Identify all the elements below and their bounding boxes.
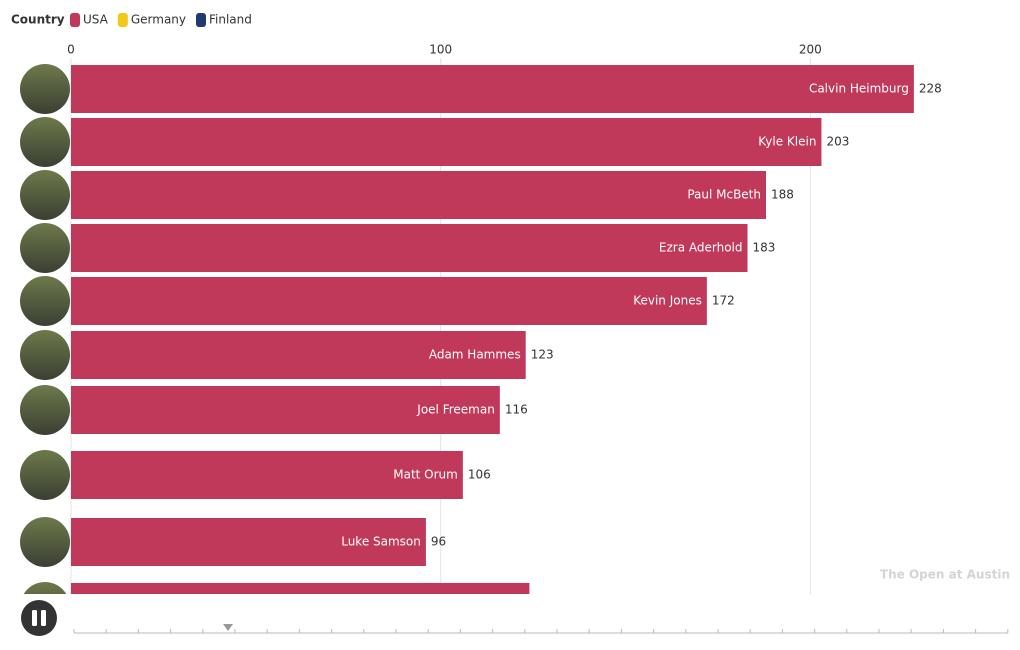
value-label: 228 (919, 82, 942, 96)
pause-icon (32, 610, 37, 626)
legend-title: Country (11, 13, 65, 27)
avatar (23, 582, 67, 594)
bar (71, 518, 426, 566)
avatar (20, 223, 70, 273)
legend-swatch (196, 13, 206, 27)
value-label: 172 (712, 294, 735, 308)
bar (71, 277, 707, 325)
legend-swatch (70, 13, 80, 27)
avatar (20, 117, 70, 167)
timeline-handle[interactable] (223, 624, 233, 631)
bar-name: Matt Orum (393, 468, 458, 482)
bar-name: Calvin Heimburg (809, 82, 909, 96)
bar-name: Paul McBeth (687, 188, 761, 202)
legend-swatch (117, 13, 128, 27)
avatar (20, 170, 70, 220)
x-tick-label: 200 (799, 43, 822, 57)
bar (71, 331, 526, 379)
bar (71, 583, 530, 594)
bar-name: Joel Freeman (416, 403, 495, 417)
avatar (20, 330, 70, 380)
pause-icon (41, 610, 46, 626)
bar-name: Kevin Jones (633, 294, 702, 308)
bar-name: Ezra Aderhold (659, 241, 743, 255)
bar (71, 171, 767, 219)
bar-name: Luke Samson (341, 535, 421, 549)
avatar (20, 276, 70, 326)
player-controls (21, 600, 1009, 636)
bar (71, 224, 748, 272)
chart-title: The Open at Austin (880, 568, 1010, 582)
bar (71, 451, 463, 499)
legend-label: Finland (209, 13, 252, 27)
pause-button[interactable] (21, 600, 57, 636)
value-label: 123 (531, 348, 554, 362)
value-label: 183 (753, 241, 776, 255)
value-label: 124 (534, 600, 557, 614)
x-tick-label: 0 (67, 43, 75, 57)
value-label: 106 (468, 468, 491, 482)
value-label: 203 (826, 135, 849, 149)
value-label: 188 (771, 188, 794, 202)
legend-label: Germany (131, 13, 186, 27)
bar (71, 65, 914, 113)
bar (71, 386, 500, 434)
bar-name: Adam Hammes (429, 348, 521, 362)
value-label: 96 (431, 535, 446, 549)
avatar (20, 450, 70, 500)
bar-name: Kyle Klein (758, 135, 816, 149)
legend-label: USA (83, 13, 109, 27)
value-label: 116 (505, 403, 528, 417)
x-tick-label: 100 (429, 43, 452, 57)
avatar (20, 64, 70, 114)
avatar (20, 385, 70, 435)
bar (71, 118, 822, 166)
avatar (20, 517, 70, 567)
